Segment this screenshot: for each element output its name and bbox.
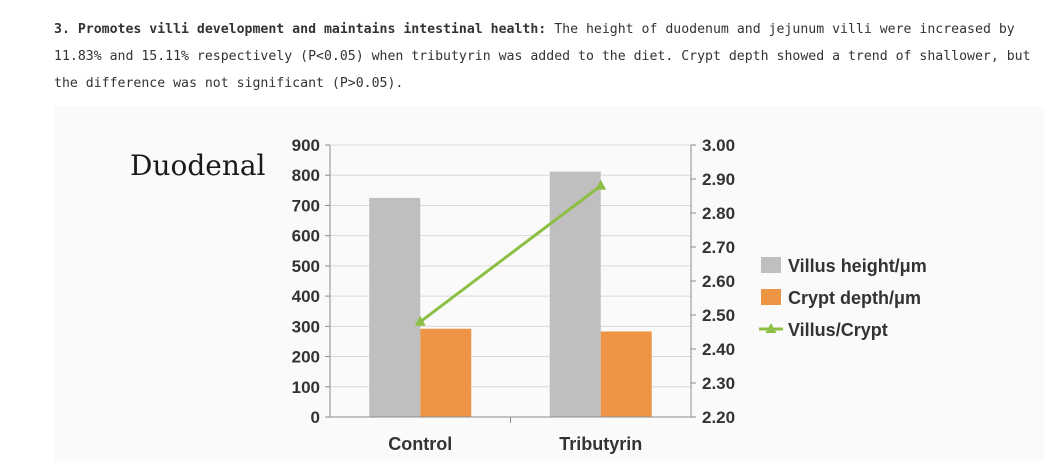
category-label: Control [388, 434, 452, 454]
paragraph-lead: 3. Promotes villi development and mainta… [54, 22, 547, 37]
left-tick-label: 200 [292, 348, 320, 367]
left-tick-label: 800 [292, 166, 320, 185]
duodenal-chart: Duodenal 0 100 200 300 400 500 600 700 800 900 2.20… [130, 136, 927, 454]
right-tick-label: 2.70 [702, 238, 735, 257]
right-tick-label: 2.30 [702, 374, 735, 393]
left-tick-label: 500 [292, 257, 320, 276]
left-tick-label: 900 [292, 136, 320, 155]
legend-marker [765, 323, 777, 333]
legend-label: Villus height/μm [788, 256, 927, 276]
right-tick-label: 2.90 [702, 170, 735, 189]
bar-villus-height [369, 197, 421, 417]
ratio-point [414, 315, 426, 326]
paragraph-body: The height of duodenum and jejunum villi… [54, 22, 1031, 91]
chart-panel: Duodenal 0 100 200 300 400 500 600 700 800 900 2.20… [54, 106, 1044, 461]
description-paragraph: 3. Promotes villi development and mainta… [54, 16, 1044, 97]
legend-label: Crypt depth/μm [788, 288, 921, 308]
legend-label: Villus/Crypt [788, 320, 888, 340]
right-tick-label: 2.60 [702, 272, 735, 291]
bar-crypt-depth [600, 331, 652, 417]
left-tick-label: 300 [292, 317, 320, 336]
legend-swatch [761, 257, 781, 273]
legend-swatch [761, 289, 781, 305]
right-tick-label: 2.80 [702, 204, 735, 223]
right-tick-label: 2.20 [702, 408, 735, 427]
bar-crypt-depth [420, 328, 472, 417]
ratio-point [595, 179, 607, 190]
right-tick-label: 3.00 [702, 136, 735, 155]
ratio-line [419, 184, 602, 323]
category-label: Tributyrin [559, 434, 642, 454]
right-tick-label: 2.50 [702, 306, 735, 325]
bar-villus-height [549, 171, 601, 417]
right-tick-label: 2.40 [702, 340, 735, 359]
chart-title: Duodenal [130, 149, 266, 182]
left-tick-label: 600 [292, 227, 320, 246]
left-tick-label: 700 [292, 196, 320, 215]
left-tick-label: 400 [292, 287, 320, 306]
left-tick-label: 0 [311, 408, 320, 427]
left-tick-label: 100 [292, 378, 320, 397]
